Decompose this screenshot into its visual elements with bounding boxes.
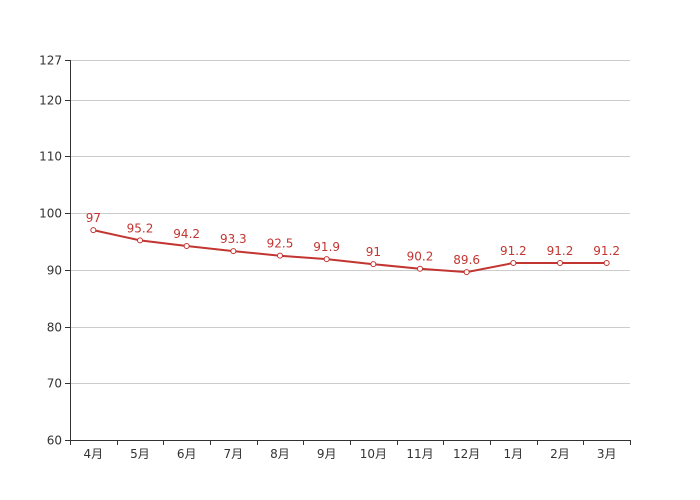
data-label: 93.3 bbox=[220, 232, 247, 246]
data-point[interactable] bbox=[230, 248, 237, 255]
data-label: 91.2 bbox=[593, 244, 620, 258]
y-tick-label: 127 bbox=[39, 54, 62, 68]
series-layer bbox=[90, 227, 610, 276]
data-point[interactable] bbox=[183, 243, 190, 250]
x-tick-label: 11月 bbox=[406, 447, 433, 461]
data-label: 91.2 bbox=[500, 244, 527, 258]
axes: 60 70 80 90 100 110 120 127 4月 5月 6月 7月 8月 9月 10月 11月 12… bbox=[39, 54, 631, 461]
data-label: 90.2 bbox=[407, 250, 434, 264]
data-point[interactable] bbox=[603, 260, 610, 267]
y-tick-label: 100 bbox=[39, 207, 62, 221]
data-label: 92.5 bbox=[267, 237, 294, 251]
data-label: 91.2 bbox=[547, 244, 574, 258]
data-point[interactable] bbox=[463, 269, 470, 276]
y-tick-label: 110 bbox=[39, 150, 62, 164]
data-point[interactable] bbox=[557, 260, 563, 267]
x-tick-label: 2月 bbox=[550, 447, 570, 461]
data-point[interactable] bbox=[277, 252, 283, 259]
x-tick-label: 4月 bbox=[84, 447, 104, 461]
series-line bbox=[93, 229, 607, 274]
data-point[interactable] bbox=[323, 256, 330, 263]
data-label: 91.9 bbox=[313, 240, 340, 254]
data-label: 91 bbox=[366, 245, 381, 259]
data-point[interactable] bbox=[417, 265, 423, 272]
x-tick-label: 9月 bbox=[317, 447, 337, 461]
x-tick-label: 3月 bbox=[597, 447, 617, 461]
y-tick-label: 70 bbox=[47, 377, 62, 391]
x-tick-label: 10月 bbox=[360, 447, 387, 461]
x-tick-label: 12月 bbox=[453, 447, 480, 461]
data-label: 94.2 bbox=[173, 227, 200, 241]
y-tick-label: 120 bbox=[39, 94, 62, 108]
data-point[interactable] bbox=[90, 227, 97, 234]
data-label: 97 bbox=[86, 211, 101, 225]
x-tick-label: 8月 bbox=[270, 447, 290, 461]
data-point[interactable] bbox=[510, 260, 517, 267]
data-labels: 97 95.2 94.2 93.3 92.5 91.9 91 90.2 89.6 91.2 91.2… bbox=[86, 211, 620, 267]
data-point[interactable] bbox=[137, 237, 143, 244]
data-label: 89.6 bbox=[453, 253, 480, 267]
y-tick-label: 80 bbox=[47, 321, 62, 335]
y-tick-label: 60 bbox=[47, 434, 62, 448]
x-tick-label: 7月 bbox=[224, 447, 244, 461]
x-tick-label: 5月 bbox=[130, 447, 150, 461]
y-tick-label: 90 bbox=[47, 264, 62, 278]
data-point[interactable] bbox=[370, 261, 377, 268]
x-tick-label: 1月 bbox=[504, 447, 524, 461]
x-tick-label: 6月 bbox=[177, 447, 197, 461]
data-label: 95.2 bbox=[127, 221, 154, 235]
gridlines bbox=[70, 60, 630, 441]
